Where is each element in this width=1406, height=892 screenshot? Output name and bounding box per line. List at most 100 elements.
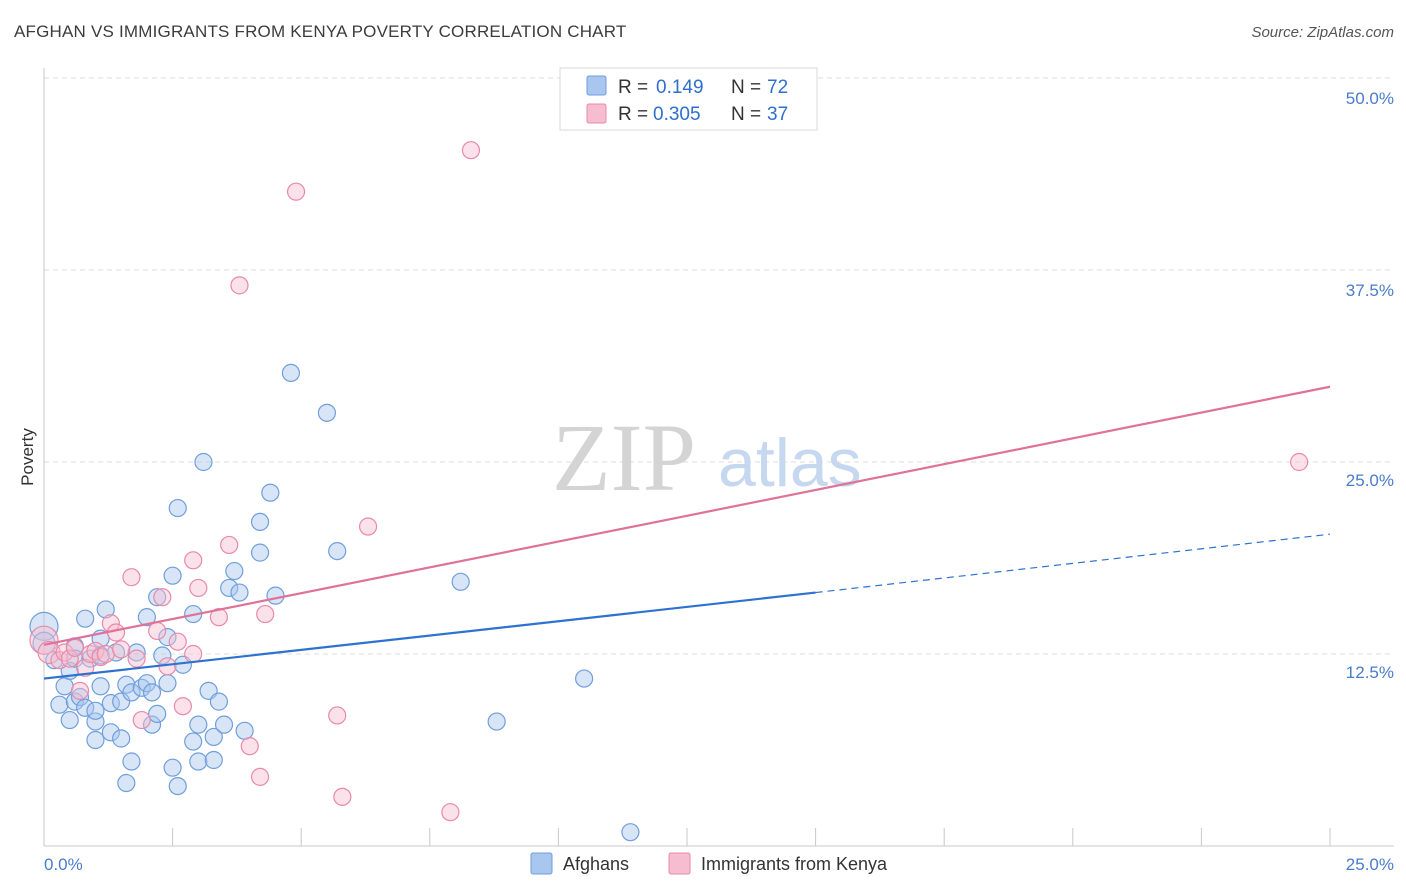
kenya-point: [168, 632, 187, 651]
afghans-point: [487, 712, 506, 731]
afghans-point: [235, 721, 254, 740]
y-axis-title: Poverty: [18, 428, 37, 486]
kenya-point: [256, 604, 275, 624]
afghans-point: [451, 572, 470, 591]
legend-kenya-row: R = 0.305 N = 37: [618, 104, 788, 125]
afghans-point: [50, 695, 69, 714]
afghans-point: [266, 586, 285, 605]
legend-swatch-kenya: [586, 103, 607, 124]
afghans-point: [189, 752, 208, 771]
afghans-point: [189, 715, 208, 734]
kenya-point: [112, 640, 131, 659]
y-tick-label-37-5: 37.5%: [1346, 281, 1394, 300]
x-axis-ticks: [43, 828, 1331, 846]
bottom-legend-label-afghans: Afghans: [563, 854, 629, 874]
afghans-point: [122, 683, 141, 702]
afghans-point: [575, 669, 594, 688]
afghans-point: [148, 704, 167, 724]
x-tick-label-min: 0.0%: [44, 855, 83, 874]
kenya-point: [184, 551, 203, 570]
kenya-point: [153, 588, 172, 607]
afghans-point: [194, 452, 213, 472]
afghans-point: [148, 588, 167, 607]
kenya-point: [184, 644, 203, 664]
afghans-point: [122, 752, 141, 771]
kenya-point: [70, 681, 90, 700]
afghans-point: [168, 776, 187, 796]
afghans-point: [142, 683, 162, 702]
afghans-point: [250, 543, 270, 562]
kenya-point: [91, 647, 110, 667]
watermark-zip: ZIP: [552, 404, 696, 511]
kenya-point: [65, 638, 84, 657]
afghans-point: [317, 403, 337, 422]
afghans-point: [168, 498, 187, 518]
afghans-point: [142, 715, 162, 734]
afghans-point: [214, 715, 234, 734]
afghans-point: [184, 732, 203, 751]
kenya-point: [122, 568, 141, 587]
afghans-point: [45, 651, 64, 670]
afghans-point: [250, 512, 270, 532]
legend-afghans-n-value: 72: [767, 77, 788, 98]
kenya-point: [60, 649, 79, 668]
legend-kenya-r-value: 0.305: [653, 104, 701, 125]
kenya-point: [76, 658, 95, 677]
afghans-point: [76, 698, 95, 717]
kenya-point: [148, 621, 167, 641]
afghans-point: [261, 483, 280, 502]
legend-afghans-row: R = 0.149 N = 72: [618, 77, 788, 98]
kenya-point: [240, 737, 259, 756]
kenya-point: [173, 697, 192, 716]
afghans-point: [163, 566, 182, 585]
y-tick-label-12-5: 12.5%: [1346, 663, 1394, 682]
grid-lines: [44, 77, 1394, 655]
x-tick-label-max: 25.0%: [1346, 855, 1394, 874]
kenya-point: [1290, 452, 1309, 472]
legend-kenya-n-value: 37: [767, 104, 788, 125]
bottom-legend-swatch-kenya: [668, 852, 691, 875]
afghans-point: [117, 773, 136, 793]
bottom-legend: Afghans Immigrants from Kenya: [530, 852, 888, 875]
afghans-point: [91, 677, 110, 696]
kenya-point: [127, 649, 146, 668]
afghans-point: [209, 692, 228, 711]
bottom-legend-label-kenya: Immigrants from Kenya: [701, 854, 888, 874]
afghans-point: [55, 677, 74, 696]
afghans-point: [230, 583, 249, 602]
afghans-point: [621, 823, 640, 842]
kenya-point: [441, 803, 460, 822]
kenya-point: [286, 182, 306, 201]
afghans-point: [328, 541, 347, 561]
kenya-point: [250, 767, 270, 786]
bottom-legend-swatch-afghans: [530, 852, 553, 875]
afghans-point: [137, 608, 156, 627]
legend-afghans-r-label: R =: [618, 77, 653, 98]
chart-source: Source: ZipAtlas.com: [1251, 24, 1394, 41]
afghans-point: [220, 578, 239, 598]
kenya-point: [328, 706, 347, 725]
afghans-point: [86, 701, 105, 720]
legend-afghans-n-label: N =: [731, 77, 766, 98]
series-kenya-points: [29, 141, 1309, 822]
y-tick-label-25: 25.0%: [1346, 471, 1394, 490]
kenya-point: [81, 644, 100, 664]
legend-afghans-r-value: 0.149: [656, 77, 704, 98]
kenya-point: [230, 276, 249, 295]
kenya-point: [461, 141, 481, 160]
afghans-point: [225, 561, 244, 581]
afghans-point: [86, 712, 105, 731]
kenya-point: [132, 710, 151, 730]
afghans-point: [127, 643, 146, 662]
kenya-trend-line: [43, 385, 1331, 646]
afghans-point: [137, 674, 156, 693]
watermark-atlas: atlas: [718, 425, 862, 501]
afghans-point: [158, 628, 177, 647]
kenya-point: [96, 644, 115, 664]
legend-swatch-afghans: [586, 75, 607, 96]
kenya-point: [29, 625, 59, 655]
afghans-point: [70, 687, 90, 707]
afghans-trend-extension: [815, 533, 1331, 594]
afghans-point: [153, 646, 172, 665]
